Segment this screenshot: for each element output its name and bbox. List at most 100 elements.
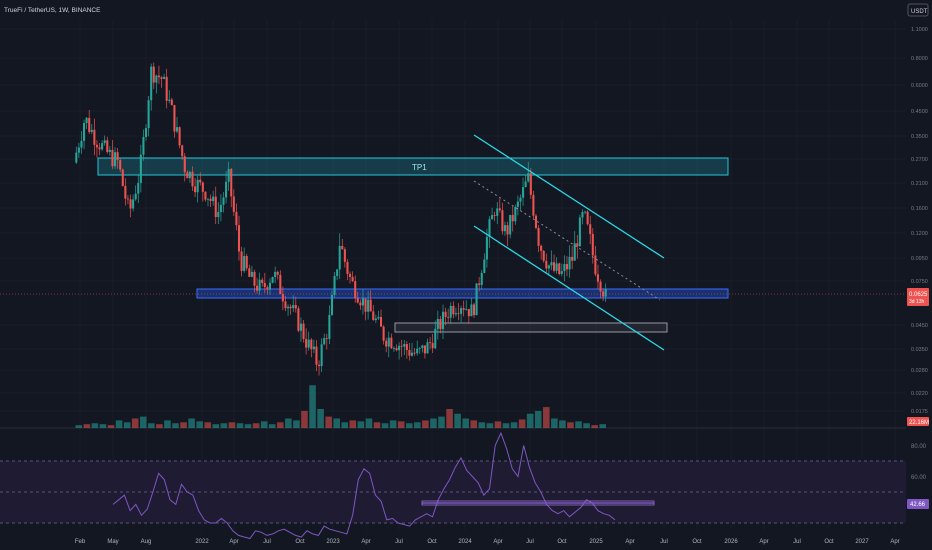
volume-bar xyxy=(309,385,316,428)
volume-bar xyxy=(341,422,349,428)
candle-body xyxy=(183,156,186,173)
volume-bar xyxy=(293,420,300,428)
volume-bar xyxy=(228,422,236,428)
candle-body xyxy=(387,337,390,347)
candle-body xyxy=(444,311,447,318)
volume-bar xyxy=(430,418,437,428)
price-axis[interactable] xyxy=(906,0,932,550)
candle-body xyxy=(516,201,519,207)
candle-body xyxy=(374,318,377,321)
time-tick-label: 2026 xyxy=(724,539,738,545)
rsi-support-box[interactable] xyxy=(421,500,655,506)
candle-body xyxy=(289,306,292,309)
candle-body xyxy=(119,160,122,170)
volume-bar xyxy=(551,418,558,428)
candle-body xyxy=(416,348,419,354)
candle-body xyxy=(276,271,279,275)
candle-body xyxy=(534,215,538,228)
candle-body xyxy=(173,105,176,132)
candle-body xyxy=(307,339,310,348)
time-tick-label: 2025 xyxy=(589,539,603,545)
candle-body xyxy=(261,279,264,284)
candle-body xyxy=(361,298,364,306)
candle-body xyxy=(470,304,473,317)
candle-body xyxy=(555,263,558,271)
candle-body xyxy=(372,311,375,321)
candle-body xyxy=(565,263,569,270)
candle-body xyxy=(206,198,210,200)
volume-value: 22.16M xyxy=(909,420,929,426)
candle-body xyxy=(256,285,259,291)
candle-body xyxy=(232,196,235,212)
candle-body xyxy=(142,136,145,155)
candle-body xyxy=(413,352,416,354)
candle-body xyxy=(596,274,599,282)
candle-body xyxy=(230,168,233,197)
candle-body xyxy=(338,245,341,270)
candle-body xyxy=(124,185,127,199)
candle-body xyxy=(333,275,336,295)
volume-bar xyxy=(317,409,324,428)
countdown: 3d 13h xyxy=(909,299,925,305)
volume-bar xyxy=(502,423,510,428)
candle-body xyxy=(349,273,352,277)
lower-zone[interactable] xyxy=(394,322,668,333)
candle-body xyxy=(483,259,486,273)
candle-body xyxy=(152,66,155,83)
candle-body xyxy=(488,219,491,237)
candle-body xyxy=(568,256,571,270)
support-zone[interactable] xyxy=(196,288,729,299)
volume-bar xyxy=(172,423,179,428)
candle-body xyxy=(253,271,256,286)
volume-bar xyxy=(220,423,228,428)
channel-upper-line[interactable] xyxy=(473,134,665,259)
time-tick-label: Jul xyxy=(263,539,271,545)
last-price-badge xyxy=(907,288,929,306)
candle-body xyxy=(571,256,574,261)
candle-body xyxy=(225,181,228,198)
candle-body xyxy=(137,182,140,194)
candle-body xyxy=(201,182,204,192)
tp1-zone[interactable]: TP1 xyxy=(97,157,729,176)
time-tick-label: Jul xyxy=(793,539,801,545)
candle-body xyxy=(547,265,550,269)
time-tick-label: Apr xyxy=(229,539,238,545)
candle-body xyxy=(75,152,78,163)
volume-bar xyxy=(277,422,284,428)
volume-bar xyxy=(446,409,453,428)
price-tick-label: 0.2100 xyxy=(911,181,928,187)
candle-body xyxy=(434,328,437,349)
candle-body xyxy=(441,311,445,330)
volume-bar xyxy=(543,407,550,428)
rsi-line xyxy=(112,431,616,540)
candle-body xyxy=(292,304,295,309)
candle-body xyxy=(204,191,207,200)
candle-body xyxy=(527,173,530,182)
candle-body xyxy=(423,345,426,354)
volume-bar xyxy=(285,418,292,428)
candle-body xyxy=(284,301,287,309)
price-tick-label: 0.0280 xyxy=(911,368,928,374)
candle-body xyxy=(529,173,532,195)
candle-body xyxy=(325,338,328,339)
candle-body xyxy=(403,344,406,347)
channel-lower-line[interactable] xyxy=(473,225,665,351)
time-tick-label: Apr xyxy=(625,539,634,545)
volume-bar xyxy=(333,418,340,428)
candle-body xyxy=(90,129,93,133)
candle-body xyxy=(194,186,197,193)
candle-body xyxy=(408,350,411,356)
volume-bar xyxy=(438,416,445,428)
volume-bar xyxy=(567,422,574,428)
candle-body xyxy=(343,249,346,262)
time-tick-label: Oct xyxy=(692,539,702,545)
candle-body xyxy=(356,298,359,303)
price-tick-label: 0.1600 xyxy=(911,206,928,212)
currency-button[interactable] xyxy=(907,3,929,17)
candle-body xyxy=(369,299,372,312)
volume-bar xyxy=(212,424,220,428)
candle-body xyxy=(227,168,230,182)
volume-bar xyxy=(252,423,260,428)
time-tick-label: Apr xyxy=(890,539,899,545)
